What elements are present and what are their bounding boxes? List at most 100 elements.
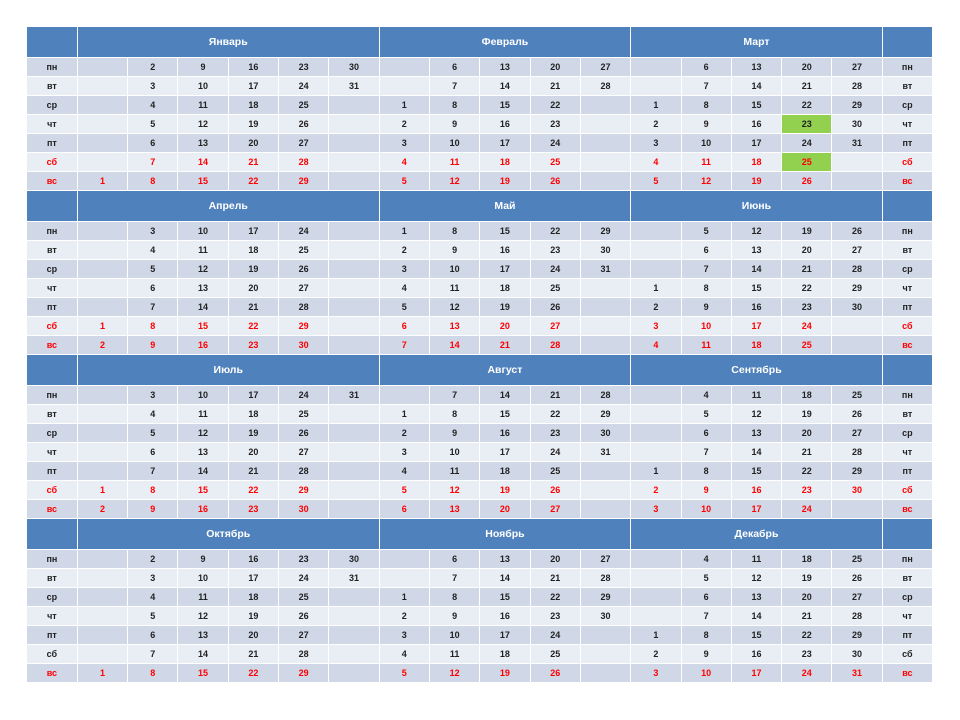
day-cell: 8 [127,316,179,336]
day-cell: 29 [278,316,330,336]
month-name: Октябрь [77,518,380,550]
month-header-row: Январь Февраль Март [27,27,934,58]
day-cell: 25 [530,278,581,298]
day-cell: 26 [278,423,330,443]
day-cell [328,335,380,355]
day-cell: 21 [530,385,581,405]
day-cell [328,625,380,645]
day-cell: 29 [831,625,883,645]
weekday-label: ср [882,95,934,115]
weekday-label: пн [27,549,78,569]
day-cell: 25 [530,461,581,481]
day-cell: 31 [328,568,380,588]
day-cell: 3 [630,316,682,336]
day-cell: 26 [530,480,581,500]
weekday-label: сб [882,480,934,500]
day-cell: 6 [127,625,179,645]
day-cell: 12 [731,568,783,588]
day-cell: 9 [177,549,229,569]
day-cell: 6 [681,240,732,260]
week-row: вт 4 11 18 25 1 8 15 22 29 5 12 19 26 вт [27,404,934,424]
day-cell: 14 [479,385,531,405]
day-cell: 15 [479,587,531,607]
day-cell: 31 [831,133,883,153]
day-cell: 24 [781,499,833,519]
day-cell [379,568,430,588]
day-cell: 1 [77,663,129,683]
day-cell: 24 [278,221,330,241]
day-cell: 11 [429,461,481,481]
day-cell: 28 [278,152,330,172]
day-cell: 28 [530,335,581,355]
weekday-label: чт [27,278,78,298]
day-cell: 11 [429,152,481,172]
day-cell: 14 [177,644,229,664]
day-cell: 7 [681,259,732,279]
day-cell: 10 [177,385,229,405]
day-cell: 6 [681,423,732,443]
day-cell: 13 [177,625,229,645]
day-cell: 16 [177,499,229,519]
weekday-label: пт [27,133,78,153]
day-cell: 23 [781,480,833,500]
day-cell [580,171,632,191]
weekday-label: чт [882,278,934,298]
header-spacer [27,27,78,58]
day-cell: 9 [429,114,481,134]
day-cell: 21 [781,259,833,279]
weekday-label: сб [882,316,934,336]
day-cell [580,152,632,172]
day-cell: 10 [681,499,732,519]
day-cell: 3 [630,663,682,683]
day-cell [328,95,380,115]
day-cell: 4 [379,461,430,481]
day-cell: 13 [429,499,481,519]
day-cell: 16 [479,114,531,134]
day-cell: 25 [530,152,581,172]
day-cell: 5 [127,606,179,626]
day-cell: 17 [479,442,531,462]
day-cell [77,549,129,569]
day-cell: 31 [580,442,632,462]
weekday-label: вс [882,335,934,355]
day-cell: 5 [379,663,430,683]
day-cell: 19 [228,423,279,443]
day-cell: 29 [278,480,330,500]
weekday-label: вт [882,240,934,260]
day-cell: 24 [781,316,833,336]
day-cell: 22 [781,95,833,115]
day-cell: 15 [731,461,783,481]
day-cell: 28 [831,259,883,279]
day-cell: 15 [177,663,229,683]
day-cell [580,335,632,355]
day-cell: 21 [781,606,833,626]
weekday-label: вс [882,499,934,519]
day-cell [328,297,380,317]
day-cell: 17 [479,259,531,279]
day-cell: 30 [580,606,632,626]
day-cell: 20 [781,57,833,77]
day-cell: 27 [278,442,330,462]
day-cell: 16 [479,423,531,443]
day-cell: 10 [681,133,732,153]
day-cell: 29 [831,278,883,298]
day-cell [379,76,430,96]
day-cell: 5 [379,297,430,317]
day-cell: 6 [379,316,430,336]
day-cell: 24 [781,663,833,683]
day-cell: 12 [681,171,732,191]
day-cell: 3 [127,221,179,241]
day-cell: 16 [731,480,783,500]
day-cell: 22 [530,587,581,607]
day-cell: 4 [379,644,430,664]
day-cell [77,114,129,134]
day-cell: 30 [328,57,380,77]
day-cell: 11 [731,549,783,569]
day-cell: 14 [731,259,783,279]
day-cell: 15 [731,95,783,115]
day-cell: 4 [630,335,682,355]
day-cell: 18 [731,152,783,172]
day-cell: 18 [479,644,531,664]
day-cell: 3 [379,259,430,279]
weekday-label: вс [27,499,78,519]
